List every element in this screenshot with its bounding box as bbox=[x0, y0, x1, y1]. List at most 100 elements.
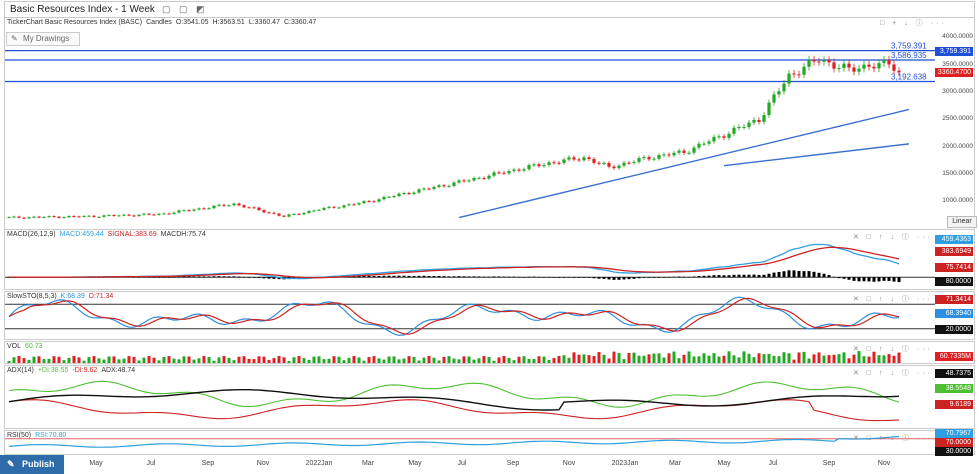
macd-histogram-bar bbox=[432, 275, 436, 278]
pencil-icon: ✎ bbox=[11, 34, 18, 43]
volume-bar bbox=[537, 356, 541, 363]
volume-bar bbox=[7, 361, 11, 363]
macd-histogram-bar bbox=[232, 276, 236, 278]
macd-pane[interactable]: MACD(26,12,9) MACD:459.44 SIGNAL:383.69 MAC… bbox=[4, 229, 975, 290]
adx-chart[interactable] bbox=[5, 366, 935, 428]
vol-chart[interactable] bbox=[5, 342, 935, 363]
volume-bar bbox=[242, 356, 246, 363]
publish-button[interactable]: ✎ Publish bbox=[0, 455, 64, 474]
pane-controls[interactable]: ✕ □ ↑ ↓ ⓘ ··· bbox=[853, 234, 933, 241]
candle-body bbox=[12, 216, 16, 218]
adx-value-box: 38.5548 bbox=[935, 384, 973, 393]
rsi-chart[interactable] bbox=[5, 431, 935, 454]
macd-histogram-bar bbox=[587, 277, 591, 278]
macd-chart[interactable] bbox=[5, 230, 935, 289]
candle-body bbox=[157, 213, 161, 215]
volume-bar bbox=[512, 360, 516, 363]
macd-histogram-bar bbox=[572, 277, 576, 278]
candle-body bbox=[567, 157, 571, 160]
candle-body bbox=[532, 164, 536, 166]
macd-histogram-bar bbox=[757, 275, 761, 278]
macd-histogram-bar bbox=[172, 276, 176, 278]
volume-bar bbox=[847, 358, 851, 363]
volume-bar bbox=[362, 360, 366, 363]
pane-controls[interactable]: ✕ □ ↑ ↓ ⓘ ··· bbox=[853, 370, 933, 377]
volume-bar bbox=[822, 355, 826, 363]
rsi-pane[interactable]: RSI(50) RSI:70.80 70.7967 70.0000 30.0000 ✕… bbox=[4, 429, 975, 456]
macd-histogram-bar bbox=[727, 275, 731, 278]
volume-bar bbox=[367, 357, 371, 363]
pane-controls[interactable]: ✕ □ ↑ ↓ ⓘ ··· bbox=[853, 296, 933, 303]
macd-histogram-bar bbox=[622, 277, 626, 280]
volume-bar bbox=[752, 357, 756, 363]
macd-histogram-bar bbox=[217, 276, 221, 278]
macd-histogram-bar bbox=[412, 275, 416, 278]
candle-body bbox=[347, 204, 351, 206]
candle-body bbox=[222, 204, 226, 206]
candle-body bbox=[657, 155, 661, 159]
price-tick: 1000.0000 bbox=[942, 197, 973, 205]
candle-body bbox=[277, 213, 281, 216]
volume-bar bbox=[827, 355, 831, 363]
candle-body bbox=[507, 171, 511, 174]
volume-bar bbox=[427, 356, 431, 363]
volume-bar bbox=[497, 357, 501, 363]
pane-controls[interactable]: ✕ □ ↑ ↓ ⓘ ··· bbox=[853, 346, 933, 353]
volume-bar bbox=[137, 360, 141, 363]
scale-linear-button[interactable]: Linear bbox=[947, 216, 977, 228]
candle-body bbox=[617, 165, 621, 169]
vol-pane[interactable]: VOL 60.73 60.7335M ✕ □ ↑ ↓ ⓘ ··· bbox=[4, 341, 975, 364]
macd-histogram-bar bbox=[212, 276, 216, 278]
candle-body bbox=[32, 216, 36, 218]
rsi-value-box: 30.0000 bbox=[935, 447, 973, 456]
my-drawings-button[interactable]: ✎ My Drawings bbox=[6, 32, 80, 46]
candle-body bbox=[57, 216, 61, 218]
price-pane[interactable]: TickerChart Basic Resources Index (BASC)… bbox=[4, 18, 975, 229]
macd-histogram-bar bbox=[812, 271, 816, 278]
volume-bar bbox=[582, 354, 586, 363]
sto-chart[interactable] bbox=[5, 292, 935, 339]
volume-bar bbox=[247, 358, 251, 363]
candle-body bbox=[342, 205, 346, 208]
volume-bar bbox=[852, 354, 856, 363]
candle-body bbox=[212, 205, 216, 209]
candle-body bbox=[127, 214, 131, 216]
volume-bar bbox=[312, 356, 316, 363]
volume-bar bbox=[562, 355, 566, 363]
macd-histogram-bar bbox=[627, 277, 631, 280]
macd-histogram-bar bbox=[542, 277, 546, 278]
rsi-value-box: 70.0000 bbox=[935, 438, 973, 447]
candle-body bbox=[302, 212, 306, 215]
candle-body bbox=[422, 188, 426, 190]
candle-body bbox=[612, 166, 616, 169]
pane-controls[interactable]: □ + ↓ ⓘ ··· bbox=[880, 20, 947, 27]
info-type: Candles bbox=[146, 19, 172, 26]
macd-histogram-bar bbox=[462, 276, 466, 278]
pane-controls[interactable]: ✕ □ ↑ ↓ ⓘ ··· bbox=[853, 435, 933, 442]
candle-body bbox=[117, 215, 121, 217]
sto-pane[interactable]: SlowSTO(8,5,3) K:68.39 D:71.34 71.3414 68.3… bbox=[4, 291, 975, 340]
candle-body bbox=[357, 203, 361, 205]
candle-body bbox=[252, 207, 256, 209]
candle-body bbox=[107, 215, 111, 217]
macd-histogram-bar bbox=[712, 275, 716, 278]
candle-body bbox=[142, 213, 146, 215]
candle-body bbox=[162, 213, 166, 215]
candle-body bbox=[712, 136, 716, 142]
macd-histogram-bar bbox=[177, 276, 181, 278]
macd-histogram-bar bbox=[597, 277, 601, 279]
volume-bar bbox=[232, 360, 236, 363]
window-controls[interactable]: ▢ ▢ ◩ bbox=[162, 4, 208, 14]
adx-pane[interactable]: ADX(14) +DI:38.55 -DI:9.62 ADX:48.74 48.737… bbox=[4, 365, 975, 429]
rsi-value-box: 70.7967 bbox=[935, 429, 973, 438]
volume-bar bbox=[177, 359, 181, 363]
candle-body bbox=[837, 67, 841, 69]
volume-bar bbox=[432, 357, 436, 363]
volume-bar bbox=[407, 356, 411, 363]
volume-bar bbox=[412, 356, 416, 363]
volume-bar bbox=[202, 356, 206, 363]
candle-body bbox=[287, 214, 291, 217]
macd-histogram-bar bbox=[562, 277, 566, 278]
vol-axis: 60.7335M bbox=[935, 342, 976, 363]
